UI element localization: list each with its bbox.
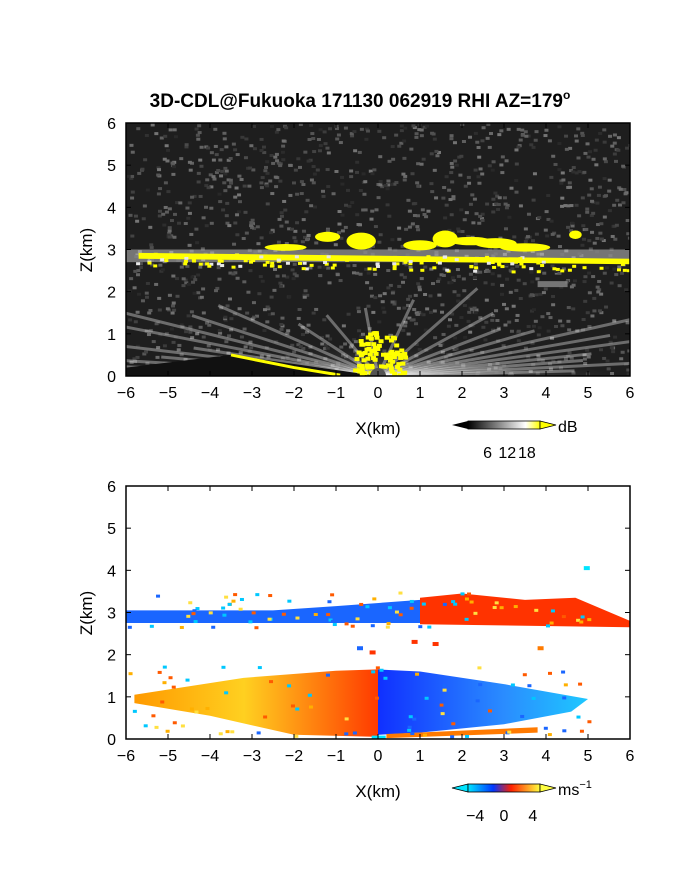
snr-colorbar-unit: dB: [558, 419, 578, 436]
snr-xtick-label: −6: [117, 385, 135, 402]
snr-ytick-label: 2: [107, 285, 116, 302]
snr-xtick-label: 4: [542, 385, 551, 402]
snr-xtick-label: −5: [159, 385, 177, 402]
snr-ytick-label: 0: [107, 369, 116, 386]
velocity-ytick-label: 1: [107, 690, 116, 707]
snr-ytick-label: 1: [107, 327, 116, 344]
snr-xtick-label: 6: [626, 385, 635, 402]
snr-xtick-label: 2: [458, 385, 467, 402]
velocity-colorbar-right-arrow: [539, 783, 557, 793]
snr-colorbar-tick-label: 12: [498, 445, 516, 462]
velocity-xtick-label: 5: [584, 748, 593, 765]
snr-xtick-label: 1: [416, 385, 425, 402]
velocity-xtick-label: 6: [626, 748, 635, 765]
velocity-ytick-label: 2: [107, 648, 116, 665]
velocity-xtick-label: −6: [117, 748, 135, 765]
velocity-colorbar-unit: ms−1: [558, 779, 592, 799]
chart-title: 3D-CDL@Fukuoka 171130 062919 RHI AZ=179o: [150, 88, 571, 112]
snr-colorbar: dB 6 12 18: [452, 419, 578, 462]
velocity-lower-negative: [378, 669, 588, 735]
velocity-panel: −6 −5 −4 −3 −2 −1 0 1 2 3 4 5 6 0 1 2 3 4 5 6 X(km) Z(km) m…: [77, 479, 635, 825]
snr-colorbar-left-arrow: [452, 421, 468, 429]
velocity-ytick-label: 5: [107, 521, 116, 538]
snr-xtick-label: −1: [327, 385, 345, 402]
snr-colorbar-tick-label: 6: [483, 445, 492, 462]
snr-ylabel: Z(km): [77, 228, 96, 272]
snr-xtick-label: 0: [374, 385, 383, 402]
velocity-xtick-label: 4: [542, 748, 551, 765]
velocity-ytick-label: 3: [107, 606, 116, 623]
snr-xtick-label: −4: [201, 385, 219, 402]
velocity-xtick-label: −2: [285, 748, 303, 765]
snr-ground-edge: [230, 353, 341, 376]
velocity-colorbar: ms−1 −4 0 4: [451, 779, 592, 825]
velocity-colorbar-tick-label: 0: [500, 808, 509, 825]
snr-ytick-label: 5: [107, 158, 116, 175]
velocity-xtick-label: −3: [243, 748, 261, 765]
snr-nearfield-saturation: [353, 331, 409, 376]
snr-aerosol-layer: [126, 230, 630, 274]
velocity-ytick-label: 4: [107, 563, 116, 580]
velocity-upper-negative: [126, 599, 420, 624]
snr-faint-echo: [537, 281, 568, 288]
snr-colorbar-right-arrow: [539, 420, 557, 430]
velocity-xtick-label: −1: [327, 748, 345, 765]
velocity-xtick-label: 0: [374, 748, 383, 765]
velocity-xlabel: X(km): [355, 782, 400, 801]
velocity-speckle: [127, 566, 592, 739]
snr-xlabel: X(km): [355, 419, 400, 438]
velocity-xtick-label: −4: [201, 748, 219, 765]
snr-colorbar-tick-label: 18: [518, 445, 536, 462]
snr-ytick-label: 4: [107, 200, 116, 217]
snr-xtick-label: 3: [500, 385, 509, 402]
velocity-ylabel: Z(km): [77, 591, 96, 635]
velocity-lidar-site: [371, 735, 386, 739]
snr-xtick-label: −2: [285, 385, 303, 402]
snr-xtick-label: 5: [584, 385, 593, 402]
velocity-xtick-label: 3: [500, 748, 509, 765]
velocity-lower-positive: [134, 669, 378, 737]
velocity-colorbar-left-arrow: [451, 783, 469, 793]
snr-ytick-label: 6: [107, 116, 116, 133]
velocity-ytick-label: 0: [107, 732, 116, 749]
velocity-colorbar-bar: [467, 783, 541, 793]
snr-xtick-label: −3: [243, 385, 261, 402]
velocity-colorbar-tick-label: −4: [466, 808, 484, 825]
velocity-xtick-label: −5: [159, 748, 177, 765]
velocity-xtick-label: 1: [416, 748, 425, 765]
snr-ytick-label: 3: [107, 243, 116, 260]
snr-colorbar-bar: [467, 420, 541, 430]
velocity-xtick-label: 2: [458, 748, 467, 765]
velocity-ytick-label: 6: [107, 479, 116, 496]
velocity-colorbar-tick-label: 4: [528, 808, 537, 825]
